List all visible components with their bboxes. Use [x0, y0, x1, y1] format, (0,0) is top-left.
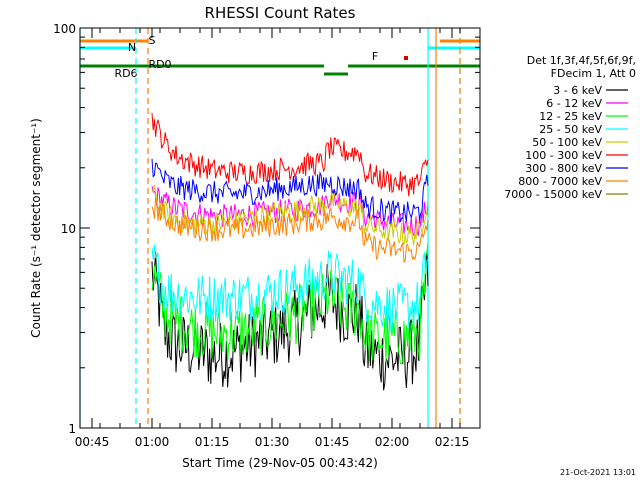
y-tick-label: 1 [68, 422, 76, 436]
legend-entry-label: 800 - 7000 keV [518, 175, 602, 188]
legend-entry-label: 7000 - 15000 keV [504, 188, 602, 201]
x-axis-label: Start Time (29-Nov-05 00:43:42) [182, 456, 378, 470]
legend-entry-label: 6 - 12 keV [546, 97, 602, 110]
legend-entry-label: 3 - 6 keV [553, 84, 602, 97]
legend-header: Det 1f,3f,4f,5f,6f,9f, [527, 54, 636, 67]
y-tick-label: 100 [53, 22, 76, 36]
flag-label: RD0 [148, 58, 171, 71]
footer-date: 21-Oct-2021 13:01 [560, 468, 636, 477]
x-tick-label: 01:00 [135, 435, 170, 449]
chart-title: RHESSI Count Rates [205, 4, 356, 22]
legend-entry-label: 100 - 300 keV [525, 149, 602, 162]
legend-entry-label: 50 - 100 keV [532, 136, 602, 149]
series-line [151, 197, 429, 264]
flag-label: S [149, 34, 156, 47]
y-axis-label: Count Rate (s⁻¹ detector segment⁻¹) [29, 118, 43, 338]
legend-entry-label: 300 - 800 keV [525, 162, 602, 175]
x-tick-label: 02:15 [435, 435, 470, 449]
series-line [151, 185, 429, 237]
y-tick-label: 10 [61, 222, 76, 236]
series-line [151, 112, 429, 197]
series-line [151, 158, 429, 224]
flag-label: F [372, 50, 378, 63]
series-line [151, 242, 429, 365]
x-tick-label: 01:30 [255, 435, 290, 449]
flag-label: RD6 [114, 67, 137, 80]
axes: 1 10 100 00:45 01:00 01:15 01:30 01:45 02:00 02:1… [53, 22, 481, 449]
legend-header: FDecim 1, Att 0 [551, 67, 636, 80]
legend: Det 1f,3f,4f,5f,6f,9f,FDecim 1, Att 0 3 -… [504, 54, 636, 201]
x-tick-label: 00:45 [75, 435, 110, 449]
series-lines [151, 112, 429, 391]
x-tick-label: 01:15 [195, 435, 230, 449]
series-line [151, 244, 429, 333]
flag-label: N [128, 41, 136, 54]
legend-entry-label: 12 - 25 keV [539, 110, 602, 123]
x-tick-label: 01:45 [315, 435, 350, 449]
legend-entry-label: 25 - 50 keV [539, 123, 602, 136]
x-tick-label: 02:00 [375, 435, 410, 449]
attenuator-flags: SN RD6 RD0 F [80, 34, 480, 80]
